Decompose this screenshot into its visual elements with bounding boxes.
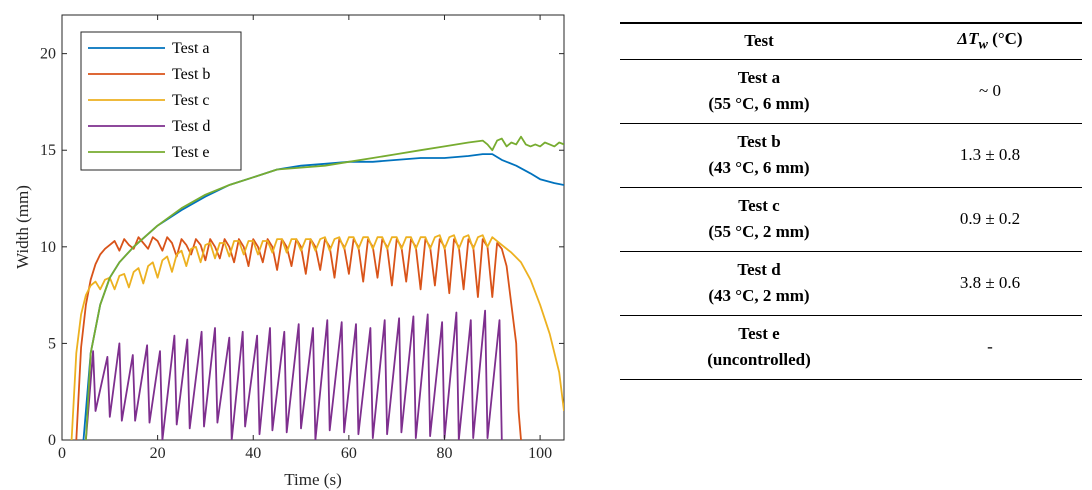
test-name: Test b (737, 132, 781, 151)
delta-tw-subscript: w (978, 36, 988, 53)
width-time-chart: 0 20 40 60 80 100 0 5 10 15 20 Time (s) Width (mm)… (13, 14, 565, 489)
delta-tw-unit: (°C) (987, 29, 1023, 49)
legend-label-b: Test b (172, 66, 210, 83)
series-layer (70, 135, 564, 440)
table-row: Test e (uncontrolled) - (620, 315, 1082, 380)
x-tick-label: 20 (150, 445, 166, 462)
table-row: Test a (55 °C, 6 mm) ~ 0 (620, 59, 1082, 124)
table-header-row: Test ΔTw (°C) (620, 22, 1082, 60)
test-cell: Test d (43 °C, 2 mm) (620, 251, 898, 316)
delta-tw-value: 3.8 ± 0.6 (898, 251, 1082, 316)
test-cell: Test a (55 °C, 6 mm) (620, 59, 898, 124)
test-cell: Test c (55 °C, 2 mm) (620, 187, 898, 252)
delta-tw-value: ~ 0 (898, 59, 1082, 124)
test-condition: (uncontrolled) (707, 350, 811, 369)
y-tick-label: 20 (40, 46, 56, 63)
test-name: Test d (737, 260, 781, 279)
chart-legend: Test a Test b Test c Test d Test e (80, 31, 242, 171)
test-condition: (55 °C, 6 mm) (708, 94, 810, 113)
legend-label-a: Test a (172, 40, 210, 57)
table-row: Test b (43 °C, 6 mm) 1.3 ± 0.8 (620, 123, 1082, 188)
series-line-e (85, 135, 564, 440)
test-cell: Test e (uncontrolled) (620, 315, 898, 380)
series-line-b (75, 236, 522, 440)
results-table: Test ΔTw (°C) Test a (55 °C, 6 mm) ~ 0 Te… (620, 22, 1082, 380)
legend-box (80, 31, 242, 171)
header-delta-tw: ΔTw (°C) (898, 22, 1082, 60)
y-tick-label: 15 (40, 142, 56, 159)
x-tick-label: 40 (245, 445, 261, 462)
delta-tw-value: - (898, 315, 1082, 380)
header-test: Test (620, 22, 898, 60)
test-condition: (43 °C, 6 mm) (708, 158, 810, 177)
table-row: Test d (43 °C, 2 mm) 3.8 ± 0.6 (620, 251, 1082, 316)
y-tick-label: 0 (48, 432, 56, 449)
table-row: Test c (55 °C, 2 mm) 0.9 ± 0.2 (620, 187, 1082, 252)
axis-ticks: 0 20 40 60 80 100 0 5 10 15 20 (40, 15, 564, 462)
test-condition: (43 °C, 2 mm) (708, 286, 810, 305)
test-name: Test e (738, 324, 780, 343)
x-tick-label: 0 (58, 445, 66, 462)
y-tick-label: 5 (48, 335, 56, 352)
series-line-d (85, 309, 503, 440)
test-name: Test c (738, 196, 780, 215)
legend-label-c: Test c (172, 92, 210, 109)
x-axis-label: Time (s) (284, 470, 341, 489)
x-tick-label: 100 (528, 445, 552, 462)
series-line-c (70, 234, 564, 440)
delta-tw-symbol: ΔT (957, 29, 979, 49)
delta-tw-value: 0.9 ± 0.2 (898, 187, 1082, 252)
x-tick-label: 80 (436, 445, 452, 462)
test-name: Test a (737, 68, 781, 87)
delta-tw-value: 1.3 ± 0.8 (898, 123, 1082, 188)
y-axis-label: Width (mm) (13, 185, 32, 269)
x-tick-label: 60 (341, 445, 357, 462)
test-cell: Test b (43 °C, 6 mm) (620, 123, 898, 188)
test-condition: (55 °C, 2 mm) (708, 222, 810, 241)
legend-label-e: Test e (172, 144, 210, 161)
legend-label-d: Test d (172, 118, 210, 135)
y-tick-label: 10 (40, 239, 56, 256)
